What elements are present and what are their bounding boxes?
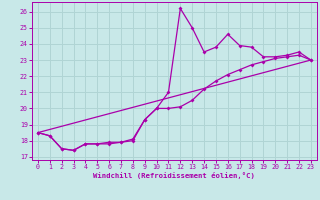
X-axis label: Windchill (Refroidissement éolien,°C): Windchill (Refroidissement éolien,°C) (93, 172, 255, 179)
